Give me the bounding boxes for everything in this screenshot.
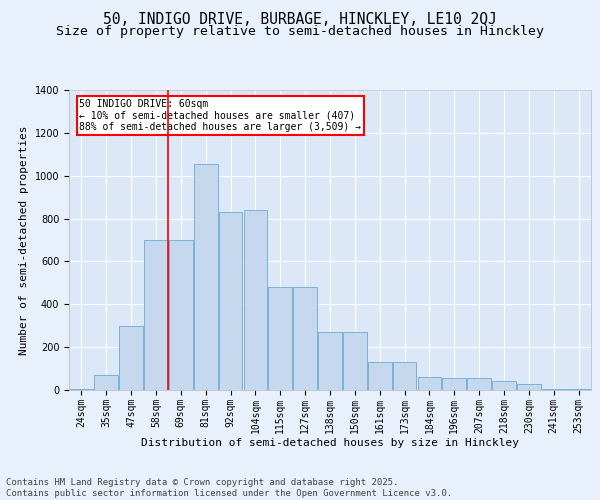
Bar <box>393 362 416 390</box>
Bar <box>70 389 93 390</box>
Bar <box>442 378 466 390</box>
Text: Contains HM Land Registry data © Crown copyright and database right 2025.
Contai: Contains HM Land Registry data © Crown c… <box>6 478 452 498</box>
Bar <box>194 164 218 390</box>
Bar <box>144 240 168 390</box>
Bar <box>219 212 242 390</box>
Bar <box>244 210 267 390</box>
Bar <box>293 287 317 390</box>
Bar <box>268 287 292 390</box>
Bar <box>517 384 541 390</box>
Text: 50, INDIGO DRIVE, BURBAGE, HINCKLEY, LE10 2QJ: 50, INDIGO DRIVE, BURBAGE, HINCKLEY, LE1… <box>103 12 497 28</box>
Bar <box>542 389 566 390</box>
Bar <box>467 378 491 390</box>
Bar <box>567 389 590 390</box>
Bar <box>119 326 143 390</box>
Bar <box>343 332 367 390</box>
Bar <box>318 332 342 390</box>
Bar <box>368 362 392 390</box>
Bar <box>492 382 516 390</box>
Bar <box>94 375 118 390</box>
Text: 50 INDIGO DRIVE: 60sqm
← 10% of semi-detached houses are smaller (407)
88% of se: 50 INDIGO DRIVE: 60sqm ← 10% of semi-det… <box>79 99 361 132</box>
Y-axis label: Number of semi-detached properties: Number of semi-detached properties <box>19 125 29 355</box>
Bar <box>418 377 441 390</box>
X-axis label: Distribution of semi-detached houses by size in Hinckley: Distribution of semi-detached houses by … <box>141 438 519 448</box>
Text: Size of property relative to semi-detached houses in Hinckley: Size of property relative to semi-detach… <box>56 25 544 38</box>
Bar <box>169 240 193 390</box>
